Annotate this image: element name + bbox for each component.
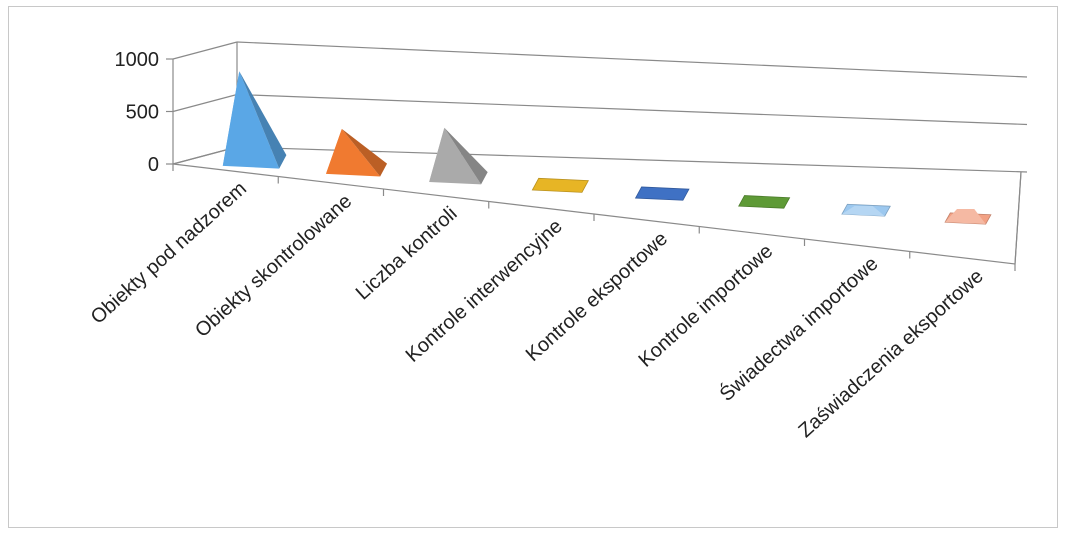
chart-frame: 0 500 1000 Obiekty pod nadzorem Obiekty sko…: [8, 6, 1058, 528]
bar-6-base: [738, 195, 791, 209]
bar-5-base: [634, 186, 690, 201]
bar-3: [429, 127, 488, 185]
bar-1-right-face: [239, 71, 287, 169]
bars: [222, 71, 992, 225]
floor-right-edge: [1014, 171, 1022, 265]
bar-7-top: [841, 205, 885, 217]
bar-6: [738, 195, 791, 209]
bar-8-top: [945, 209, 986, 225]
bar-2-right-face: [341, 128, 388, 177]
bar-8: [944, 209, 992, 225]
bar-3-front-face: [429, 127, 482, 185]
gridline-1000: [236, 41, 1028, 78]
category-label-3: Liczba kontroli: [352, 203, 462, 305]
bar-5: [634, 186, 690, 201]
bar-7: [841, 203, 891, 217]
bar-1-front-face: [222, 71, 280, 169]
bar-2-front-face: [325, 128, 381, 177]
y-axis: 0 500 1000: [115, 42, 238, 176]
bar-2: [325, 128, 388, 177]
gridline-500: [236, 93, 1028, 126]
y-tick-label-0: 0: [148, 154, 159, 176]
side-gridline-1000: [172, 41, 238, 60]
y-tick-label-500: 500: [126, 102, 159, 124]
side-gridline-500: [172, 93, 238, 113]
bar-4: [531, 177, 589, 193]
y-tick-label-1000: 1000: [115, 49, 160, 71]
category-label-6: Kontrole importowe: [634, 240, 777, 372]
bar-4-base: [531, 177, 589, 193]
bar-1: [222, 71, 287, 169]
bar-3-right-face: [444, 127, 488, 185]
